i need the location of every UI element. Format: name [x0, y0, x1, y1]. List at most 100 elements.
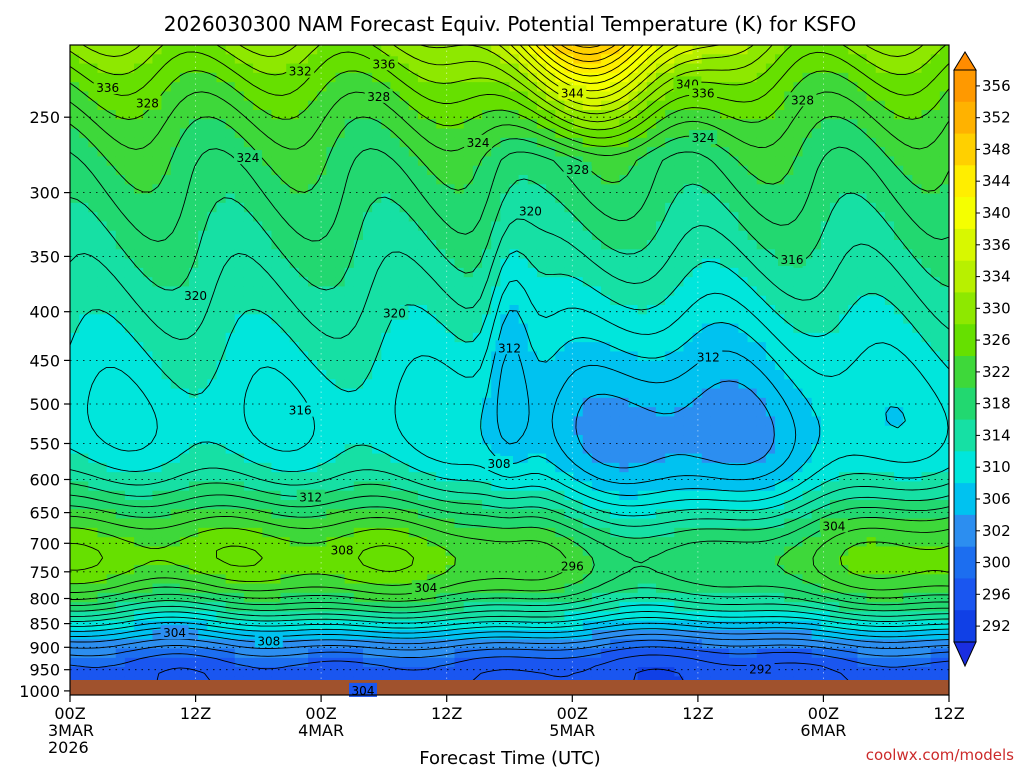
field-cell [152, 63, 163, 74]
field-cell [207, 518, 218, 529]
field-cell [591, 546, 602, 557]
field-cell [344, 583, 355, 594]
field-cell [546, 379, 556, 390]
field-cell [326, 416, 337, 427]
field-cell [710, 425, 721, 436]
field-cell [308, 45, 318, 55]
field-cell [271, 119, 282, 130]
field-cell [536, 91, 547, 102]
field-cell [500, 630, 511, 640]
field-cell [601, 175, 611, 185]
field-cell [335, 63, 346, 74]
field-cell [353, 249, 364, 260]
field-cell [674, 667, 685, 678]
field-cell [564, 286, 575, 297]
field-cell [372, 258, 382, 269]
field-cell [536, 407, 547, 418]
field-cell [646, 574, 657, 585]
field-cell [500, 500, 511, 510]
field-cell [482, 165, 492, 176]
field-cell [591, 425, 602, 436]
field-cell [381, 490, 392, 501]
field-cell [317, 91, 327, 102]
field-cell [546, 128, 556, 139]
field-cell [317, 221, 327, 232]
field-cell [417, 360, 428, 371]
field-cell [601, 72, 611, 83]
field-cell [591, 72, 602, 83]
field-cell [363, 221, 373, 232]
field-cell [124, 54, 135, 65]
field-cell [198, 156, 208, 167]
field-cell [619, 360, 630, 371]
field-cell [97, 583, 108, 594]
field-cell [271, 583, 282, 594]
field-cell [308, 277, 318, 288]
field-cell [152, 165, 163, 176]
field-cell [427, 305, 437, 315]
field-cell [701, 500, 712, 510]
field-cell [518, 667, 529, 678]
field-cell [472, 110, 483, 120]
field-cell [262, 509, 273, 520]
field-cell [427, 240, 437, 250]
field-cell [390, 212, 401, 223]
field-cell [317, 379, 327, 390]
field-cell [683, 314, 694, 325]
field-cell [445, 592, 456, 603]
field-cell [399, 657, 410, 668]
field-cell [591, 555, 602, 566]
field-cell [390, 444, 401, 455]
field-cell [335, 555, 346, 566]
field-cell [491, 82, 501, 93]
field-cell [536, 100, 547, 111]
field-cell [546, 667, 556, 678]
field-cell [564, 509, 575, 520]
field-cell [106, 546, 117, 557]
field-cell [408, 592, 419, 603]
field-cell [674, 444, 685, 455]
field-cell [482, 527, 492, 538]
field-cell [353, 583, 364, 594]
field-cell [381, 230, 392, 241]
field-cell [289, 639, 300, 650]
field-cell [555, 277, 566, 288]
field-cell [97, 156, 108, 167]
field-cell [225, 184, 236, 195]
field-cell [454, 267, 465, 278]
field-cell [619, 546, 630, 557]
field-cell [637, 54, 648, 65]
field-cell [491, 416, 501, 427]
field-cell [225, 100, 236, 111]
field-cell [445, 147, 456, 158]
field-cell [417, 416, 428, 427]
field-cell [683, 100, 694, 111]
field-cell [289, 611, 300, 622]
field-cell [298, 221, 309, 232]
field-cell [317, 388, 327, 399]
field-cell [408, 314, 419, 325]
field-cell [124, 323, 135, 334]
field-cell [262, 323, 273, 334]
field-cell [179, 165, 190, 176]
field-cell [234, 184, 245, 195]
field-cell [161, 453, 172, 464]
field-cell [482, 509, 492, 520]
field-cell [143, 277, 154, 288]
field-cell [436, 370, 447, 380]
field-cell [619, 602, 630, 613]
field-cell [344, 286, 355, 297]
field-cell [152, 240, 163, 250]
field-cell [372, 314, 382, 325]
field-cell [207, 360, 218, 371]
field-cell [179, 509, 190, 520]
field-cell [262, 583, 273, 594]
field-cell [720, 212, 730, 223]
field-cell [390, 110, 401, 120]
field-cell [399, 147, 410, 158]
field-cell [546, 537, 556, 548]
field-cell [207, 72, 218, 83]
field-cell [674, 360, 685, 371]
field-cell [390, 137, 401, 148]
field-cell [216, 82, 227, 93]
